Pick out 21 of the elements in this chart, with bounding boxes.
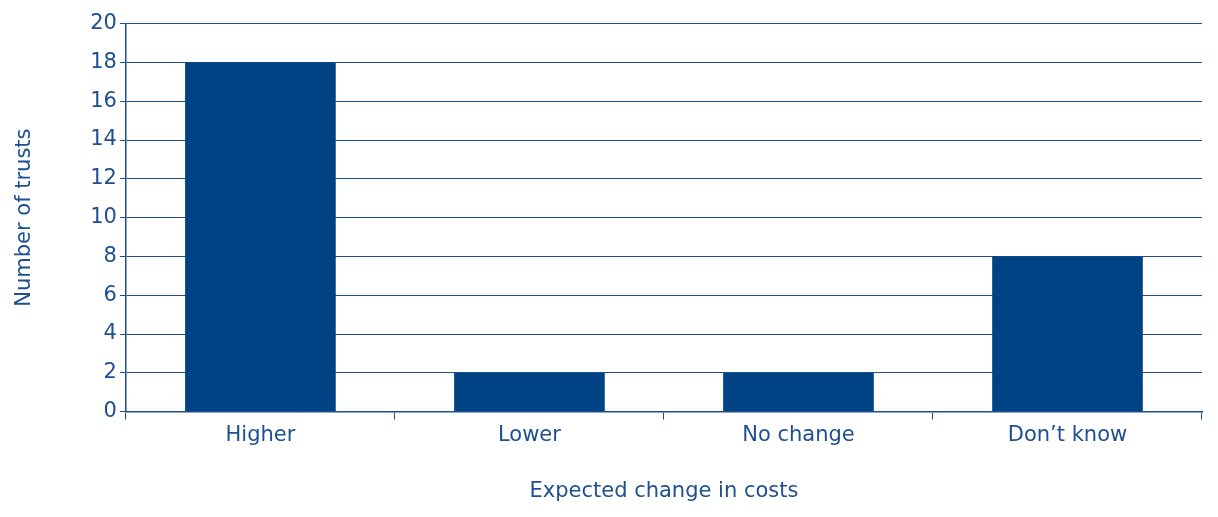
y-tick-label: 2 [103,359,117,384]
y-tick-label: 20 [90,10,117,35]
y-tick-label: 6 [103,281,117,306]
y-axis-title: Number of trusts [11,128,36,307]
y-tick-label: 16 [90,87,117,112]
y-tick-label: 10 [90,204,117,229]
x-tick-label: Don’t know [1007,421,1128,446]
x-axis-title: Expected change in costs [529,477,799,502]
y-tick-label: 18 [90,48,117,73]
y-tick-label: 0 [103,398,117,423]
bar [185,62,336,412]
bar [454,372,605,412]
x-tick-label: Higher [225,421,296,446]
y-tick-label: 12 [90,165,117,190]
x-tick-label: Lower [497,421,562,446]
bar [723,372,874,412]
y-tick-label: 14 [90,126,117,151]
y-tick-label: 4 [103,320,117,345]
y-tick-label: 8 [103,242,117,267]
x-tick-label: No change [742,421,855,446]
bar [992,256,1143,412]
